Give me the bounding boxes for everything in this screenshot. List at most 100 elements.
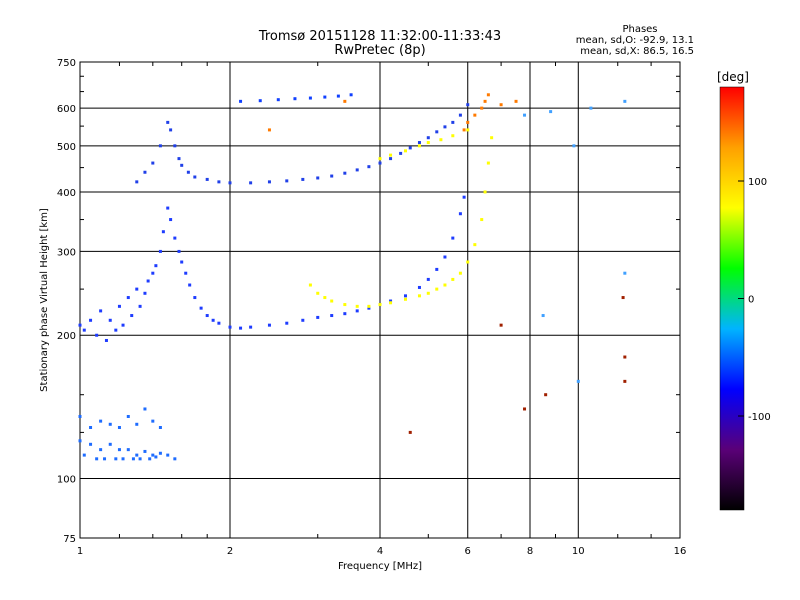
data-point	[143, 170, 147, 174]
data-point	[267, 180, 271, 184]
data-point	[462, 128, 466, 132]
data-point	[466, 128, 470, 132]
data-point	[95, 457, 99, 461]
data-point	[417, 141, 421, 145]
data-point	[130, 314, 134, 318]
data-point	[355, 309, 359, 313]
data-point	[549, 110, 553, 114]
data-point	[330, 174, 334, 178]
data-point	[138, 304, 142, 308]
data-point	[499, 323, 503, 327]
data-point	[205, 314, 209, 318]
data-point	[301, 318, 305, 322]
data-point	[473, 113, 477, 117]
data-point	[343, 303, 347, 307]
data-point	[117, 304, 121, 308]
data-point	[417, 144, 421, 148]
data-point	[148, 457, 152, 461]
data-point	[154, 455, 158, 459]
data-point	[483, 190, 487, 194]
data-point	[458, 271, 462, 275]
data-point	[301, 177, 305, 181]
data-point	[126, 448, 130, 452]
data-point	[228, 325, 232, 329]
data-point	[135, 422, 139, 426]
data-point	[121, 323, 125, 327]
data-point	[193, 296, 197, 300]
data-point	[285, 321, 289, 325]
data-point	[135, 287, 139, 291]
data-point	[169, 128, 173, 132]
data-point	[173, 457, 177, 461]
data-point	[166, 453, 170, 457]
data-point	[108, 318, 112, 322]
data-point	[621, 296, 625, 300]
y-tick-label: 75	[63, 534, 76, 545]
chart-title: Tromsø 20151128 11:32:00-11:33:43	[258, 29, 501, 44]
data-point	[355, 304, 359, 308]
data-point	[211, 318, 215, 322]
data-point	[514, 99, 518, 103]
data-point	[623, 355, 627, 359]
data-point	[343, 312, 347, 316]
data-point	[367, 306, 371, 310]
data-point	[480, 218, 484, 222]
data-point	[117, 425, 121, 429]
data-point	[126, 296, 130, 300]
data-point	[330, 314, 334, 318]
data-point	[417, 285, 421, 289]
data-point	[258, 99, 262, 103]
data-point	[544, 393, 548, 397]
data-point	[180, 163, 184, 167]
y-axis-label: Stationary phase Virtual Height [km]	[39, 208, 50, 392]
data-point	[249, 325, 253, 329]
data-point	[443, 283, 447, 287]
data-point	[158, 249, 162, 253]
data-point	[158, 425, 162, 429]
data-point	[389, 299, 393, 303]
data-point	[308, 96, 312, 100]
data-point	[443, 125, 447, 129]
data-point	[78, 323, 82, 327]
data-point	[443, 255, 447, 259]
data-point	[82, 453, 86, 457]
data-point	[389, 153, 393, 157]
data-point	[378, 157, 382, 161]
data-point	[99, 448, 103, 452]
data-point	[239, 326, 243, 330]
data-point	[89, 318, 93, 322]
data-point	[408, 430, 412, 434]
data-point	[161, 230, 165, 234]
data-point	[151, 419, 155, 423]
data-point	[408, 146, 412, 150]
data-point	[426, 136, 430, 140]
data-point	[417, 294, 421, 298]
data-point	[435, 267, 439, 271]
data-point	[336, 94, 340, 98]
data-point	[267, 128, 271, 132]
data-point	[193, 175, 197, 179]
x-tick-label: 6	[465, 546, 471, 557]
data-point	[117, 448, 121, 452]
data-point	[82, 328, 86, 332]
data-point	[589, 106, 593, 110]
x-tick-label: 4	[377, 546, 383, 557]
colorbar-label: [deg]	[717, 70, 749, 84]
data-point	[403, 149, 407, 153]
data-point	[426, 291, 430, 295]
data-point	[349, 93, 353, 97]
plot-area: 1 2 4 6 8 10 16 75 100 200 300 400 500 600 750	[57, 58, 686, 557]
legend-line-x: mean, sd,X: 86.5, 16.5	[580, 46, 694, 57]
data-point	[389, 157, 393, 161]
data-point	[499, 103, 503, 107]
data-point	[435, 130, 439, 134]
data-point	[486, 93, 490, 97]
data-point	[576, 379, 580, 383]
data-point	[205, 177, 209, 181]
data-point	[343, 171, 347, 175]
data-point	[78, 414, 82, 418]
data-point	[403, 297, 407, 301]
data-point	[131, 457, 135, 461]
y-tick-label: 200	[57, 331, 76, 342]
data-point	[480, 106, 484, 110]
